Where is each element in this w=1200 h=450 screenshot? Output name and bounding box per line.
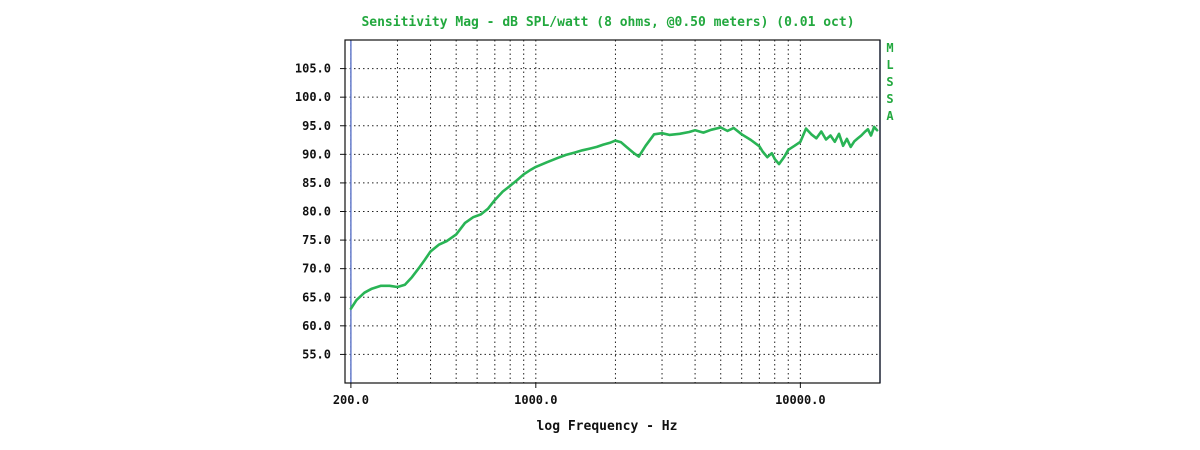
y-tick-label: 70.0	[302, 262, 331, 276]
side-label-letter: S	[886, 75, 893, 89]
y-tick-label: 100.0	[295, 90, 331, 104]
y-tick-label: 60.0	[302, 319, 331, 333]
side-label-letter: A	[886, 109, 894, 123]
y-tick-label: 80.0	[302, 205, 331, 219]
side-label-letter: L	[886, 58, 893, 72]
y-tick-label: 95.0	[302, 119, 331, 133]
y-tick-label: 85.0	[302, 176, 331, 190]
x-axis: 200.0 1000.0 10000.0	[333, 383, 826, 407]
x-tick-label: 200.0	[333, 393, 369, 407]
y-tick-label: 65.0	[302, 290, 331, 304]
x-axis-label: log Frequency - Hz	[537, 419, 678, 434]
side-label-letter: S	[886, 92, 893, 106]
y-tick-label: 105.0	[295, 62, 331, 76]
y-tick-label: 55.0	[302, 347, 331, 361]
grid	[345, 40, 880, 383]
y-tick-label: 90.0	[302, 147, 331, 161]
y-tick-label: 75.0	[302, 233, 331, 247]
x-tick-label: 1000.0	[514, 393, 557, 407]
series-layer	[349, 125, 879, 311]
y-axis: 55.0 60.0 65.0 70.0 75.0 80.0 85.0 90.0 95.0 100.…	[295, 62, 345, 361]
side-label-letter: M	[886, 41, 893, 55]
series-line-sensitivity	[349, 125, 879, 311]
chart-title: Sensitivity Mag - dB SPL/watt (8 ohms, @…	[361, 15, 854, 30]
x-tick-label: 10000.0	[775, 393, 826, 407]
